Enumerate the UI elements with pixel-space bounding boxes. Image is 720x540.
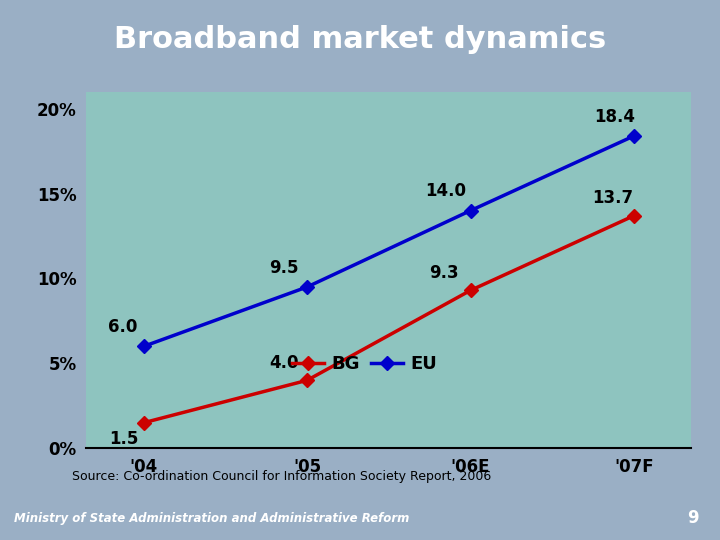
Text: 13.7: 13.7	[592, 189, 634, 207]
Text: Ministry of State Administration and Administrative Reform: Ministry of State Administration and Adm…	[14, 512, 410, 525]
Text: 6.0: 6.0	[108, 318, 137, 336]
BG	[302, 377, 311, 383]
Text: 18.4: 18.4	[594, 108, 635, 126]
EU	[630, 133, 639, 139]
BG	[139, 420, 148, 426]
Line: EU: EU	[139, 131, 639, 351]
Line: BG: BG	[139, 211, 639, 428]
Text: 9: 9	[687, 509, 698, 528]
BG	[467, 287, 475, 294]
EU	[302, 284, 311, 290]
Text: 1.5: 1.5	[109, 430, 139, 448]
EU	[467, 207, 475, 214]
Text: Source: Co-ordination Council for Information Society Report, 2006: Source: Co-ordination Council for Inform…	[72, 469, 491, 483]
Text: 14.0: 14.0	[426, 183, 467, 200]
Text: 9.5: 9.5	[269, 259, 299, 277]
Text: 4.0: 4.0	[269, 354, 299, 372]
Legend: BG, EU: BG, EU	[284, 348, 444, 381]
Text: 9.3: 9.3	[430, 264, 459, 282]
EU	[139, 343, 148, 349]
Text: Broadband market dynamics: Broadband market dynamics	[114, 25, 606, 54]
BG	[630, 212, 639, 219]
